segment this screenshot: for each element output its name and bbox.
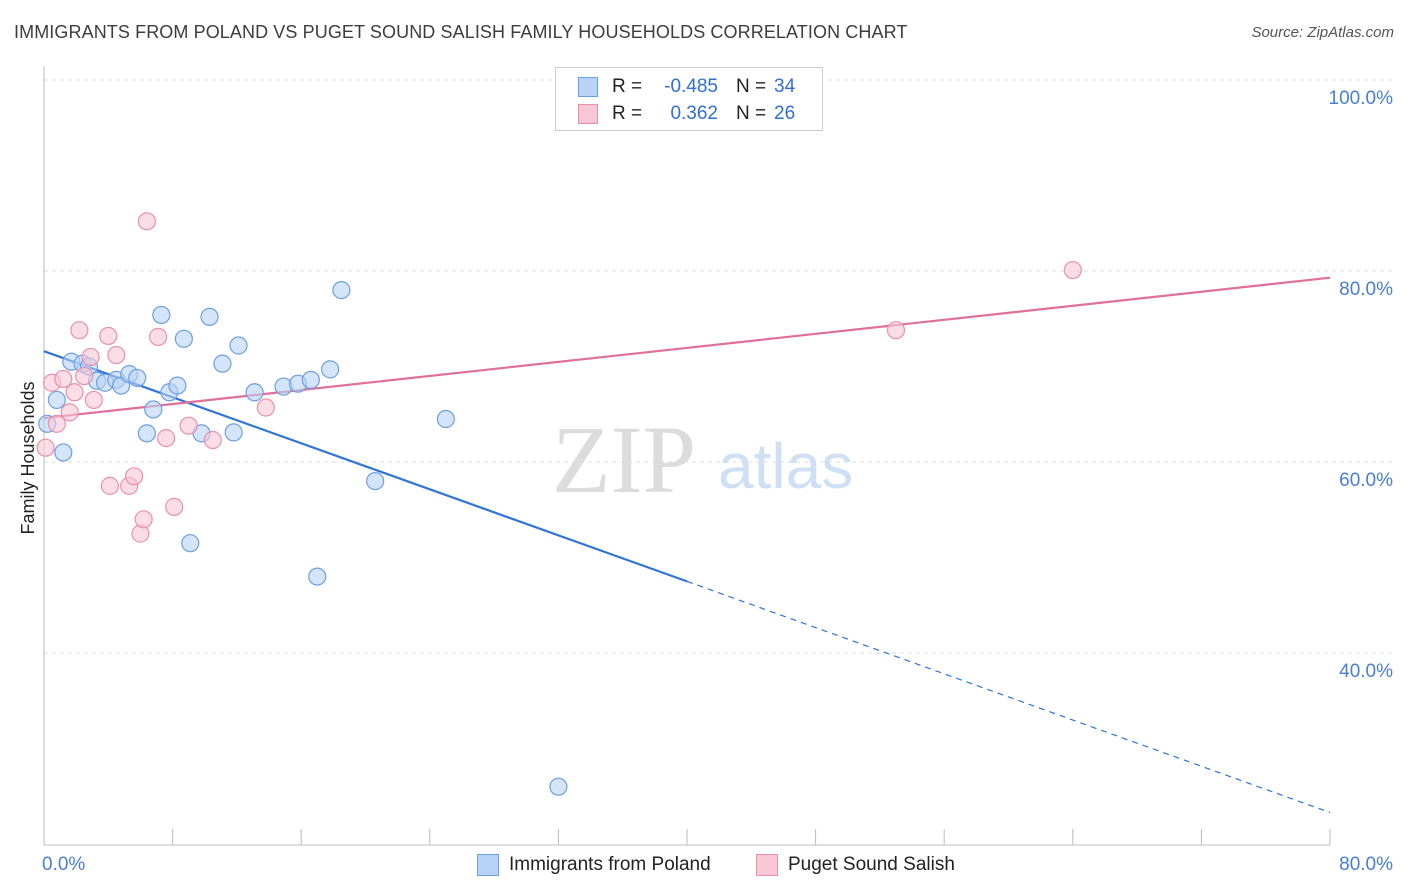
- y-tick-label: 100.0%: [1329, 88, 1394, 109]
- legend-label-poland: Immigrants from Poland: [509, 854, 711, 875]
- data-points: [36, 212, 1082, 796]
- y-axis-label: Family Households: [18, 381, 38, 534]
- legend-item-salish[interactable]: Puget Sound Salish: [756, 852, 955, 878]
- watermark-zip: ZIP: [552, 406, 696, 513]
- data-point-poland: [332, 281, 351, 300]
- source-credit: Source: ZipAtlas.com: [1251, 24, 1394, 41]
- legend-swatch-pink: [578, 104, 598, 124]
- legend-r-value: -0.485: [664, 76, 718, 97]
- data-point-poland: [224, 423, 243, 442]
- legend-item-poland[interactable]: Immigrants from Poland: [477, 852, 711, 878]
- trend-line-poland: [43, 350, 688, 583]
- data-point-salish: [256, 398, 275, 417]
- data-point-salish: [81, 347, 100, 367]
- y-tick-label: 80.0%: [1339, 279, 1393, 300]
- watermark-atlas: atlas: [718, 430, 853, 502]
- data-point-poland: [144, 400, 163, 419]
- data-point-poland: [213, 354, 232, 373]
- legend-swatch-blue: [477, 854, 499, 876]
- data-point-salish: [99, 326, 118, 346]
- data-point-poland: [549, 777, 568, 796]
- data-point-poland: [54, 443, 73, 462]
- data-point-salish: [203, 430, 222, 450]
- data-point-salish: [65, 383, 84, 402]
- data-point-poland: [301, 370, 320, 389]
- data-point-poland: [128, 368, 147, 388]
- data-point-salish: [60, 403, 79, 422]
- trend-line-poland-extrapolated: [686, 580, 1331, 814]
- legend-n-label: N =: [736, 76, 767, 97]
- y-tick-label: 40.0%: [1339, 661, 1393, 682]
- x-tick-label: 0.0%: [42, 854, 85, 875]
- data-point-poland: [321, 360, 340, 379]
- legend-row-poland: R = -0.485 N = 34: [578, 75, 795, 99]
- data-point-salish: [47, 414, 66, 433]
- data-point-poland: [174, 329, 193, 348]
- data-point-poland: [245, 383, 264, 402]
- data-point-salish: [70, 321, 89, 340]
- data-point-salish: [157, 429, 176, 448]
- legend-swatch-blue: [578, 77, 598, 97]
- data-point-salish: [149, 327, 168, 346]
- data-point-salish: [1063, 260, 1082, 280]
- correlation-legend: R = -0.485 N = 34 R = 0.362 N = 26: [555, 67, 823, 131]
- data-point-salish: [100, 476, 120, 495]
- data-point-poland: [308, 567, 327, 586]
- legend-n-value: 26: [774, 103, 796, 124]
- y-tick-label: 60.0%: [1339, 470, 1393, 491]
- data-point-salish: [124, 467, 144, 486]
- data-point-poland: [181, 534, 200, 553]
- data-point-salish: [75, 366, 94, 386]
- data-point-salish: [165, 497, 184, 516]
- legend-label-salish: Puget Sound Salish: [788, 854, 955, 875]
- data-point-salish: [134, 510, 153, 529]
- data-point-poland: [137, 424, 156, 443]
- legend-n-value: 34: [774, 76, 796, 97]
- data-point-salish: [179, 416, 198, 435]
- data-point-salish: [36, 438, 55, 457]
- legend-n-label: N =: [736, 103, 767, 124]
- data-point-poland: [152, 305, 171, 325]
- legend-r-value: 0.362: [670, 103, 718, 124]
- data-point-salish: [54, 369, 73, 389]
- legend-r-label: R =: [612, 103, 643, 124]
- data-point-poland: [366, 472, 385, 491]
- data-point-poland: [436, 409, 455, 429]
- data-point-poland: [168, 376, 187, 395]
- chart-title: IMMIGRANTS FROM POLAND VS PUGET SOUND SA…: [14, 22, 908, 42]
- data-point-salish: [886, 321, 906, 340]
- data-point-salish: [137, 212, 156, 231]
- data-point-poland: [229, 336, 248, 355]
- legend-r-label: R =: [612, 76, 643, 97]
- data-point-poland: [47, 390, 66, 410]
- gridlines: [44, 79, 1392, 654]
- legend-row-salish: R = 0.362 N = 26: [578, 102, 795, 126]
- data-point-poland: [200, 307, 219, 326]
- trend-lines: [43, 276, 1331, 814]
- data-point-salish: [107, 345, 126, 365]
- data-point-salish: [84, 390, 103, 410]
- tick-labels: 100.0% 80.0% 60.0% 40.0% 0.0% 80.0%: [42, 88, 1393, 875]
- x-tick-label: 80.0%: [1339, 854, 1393, 875]
- legend-swatch-pink: [756, 854, 778, 876]
